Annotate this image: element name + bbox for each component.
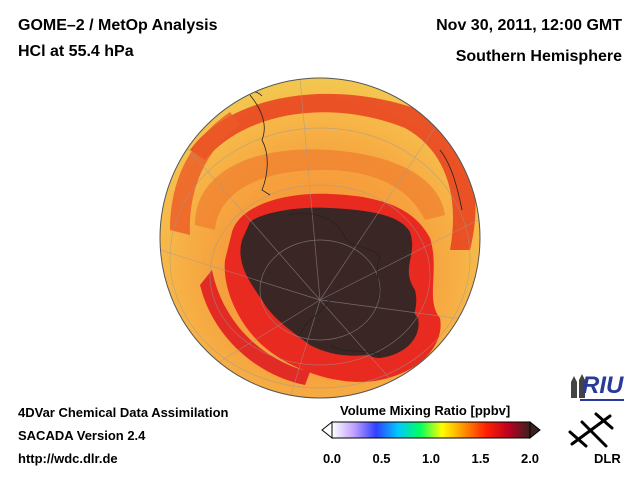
title-line-1: GOME–2 / MetOp Analysis xyxy=(18,17,218,34)
footer-url[interactable]: http://wdc.dlr.de xyxy=(18,451,118,466)
colorbar-left-arrow xyxy=(321,420,333,440)
region-label: Southern Hemisphere xyxy=(455,48,622,65)
colorbar-tick-label: 2.0 xyxy=(520,451,540,466)
colorbar-tick-label: 1.0 xyxy=(421,451,441,466)
colorbar-tick-label: 0.0 xyxy=(322,451,342,466)
colorbar-tick-label: 0.5 xyxy=(372,451,391,466)
colorbar-right-arrow xyxy=(529,420,541,440)
graticule xyxy=(160,78,479,398)
dlr-logo-icon xyxy=(568,412,614,448)
colorbar-title: Volume Mixing Ratio [ppbv] xyxy=(340,403,511,418)
orange-belt xyxy=(195,149,445,230)
riu-underline xyxy=(580,399,624,401)
title-line-2: HCl at 55.4 hPa xyxy=(18,43,134,60)
colorbar-tick-label: 1.5 xyxy=(471,451,490,466)
globe-outline xyxy=(159,77,481,399)
dlr-logo-text: DLR xyxy=(594,451,621,466)
riu-cathedral-icon xyxy=(571,374,585,398)
footer-line-1: 4DVar Chemical Data Assimilation xyxy=(18,405,229,420)
red-filament xyxy=(200,270,310,385)
riu-logo-text: RIU xyxy=(582,372,624,399)
footer-line-2: SACADA Version 2.4 xyxy=(18,428,146,443)
outer-red-band-left xyxy=(170,112,240,235)
date-label: Nov 30, 2011, 12:00 GMT xyxy=(436,17,622,34)
riu-logo: RIU xyxy=(568,372,624,401)
colorbar-bar xyxy=(331,421,531,439)
